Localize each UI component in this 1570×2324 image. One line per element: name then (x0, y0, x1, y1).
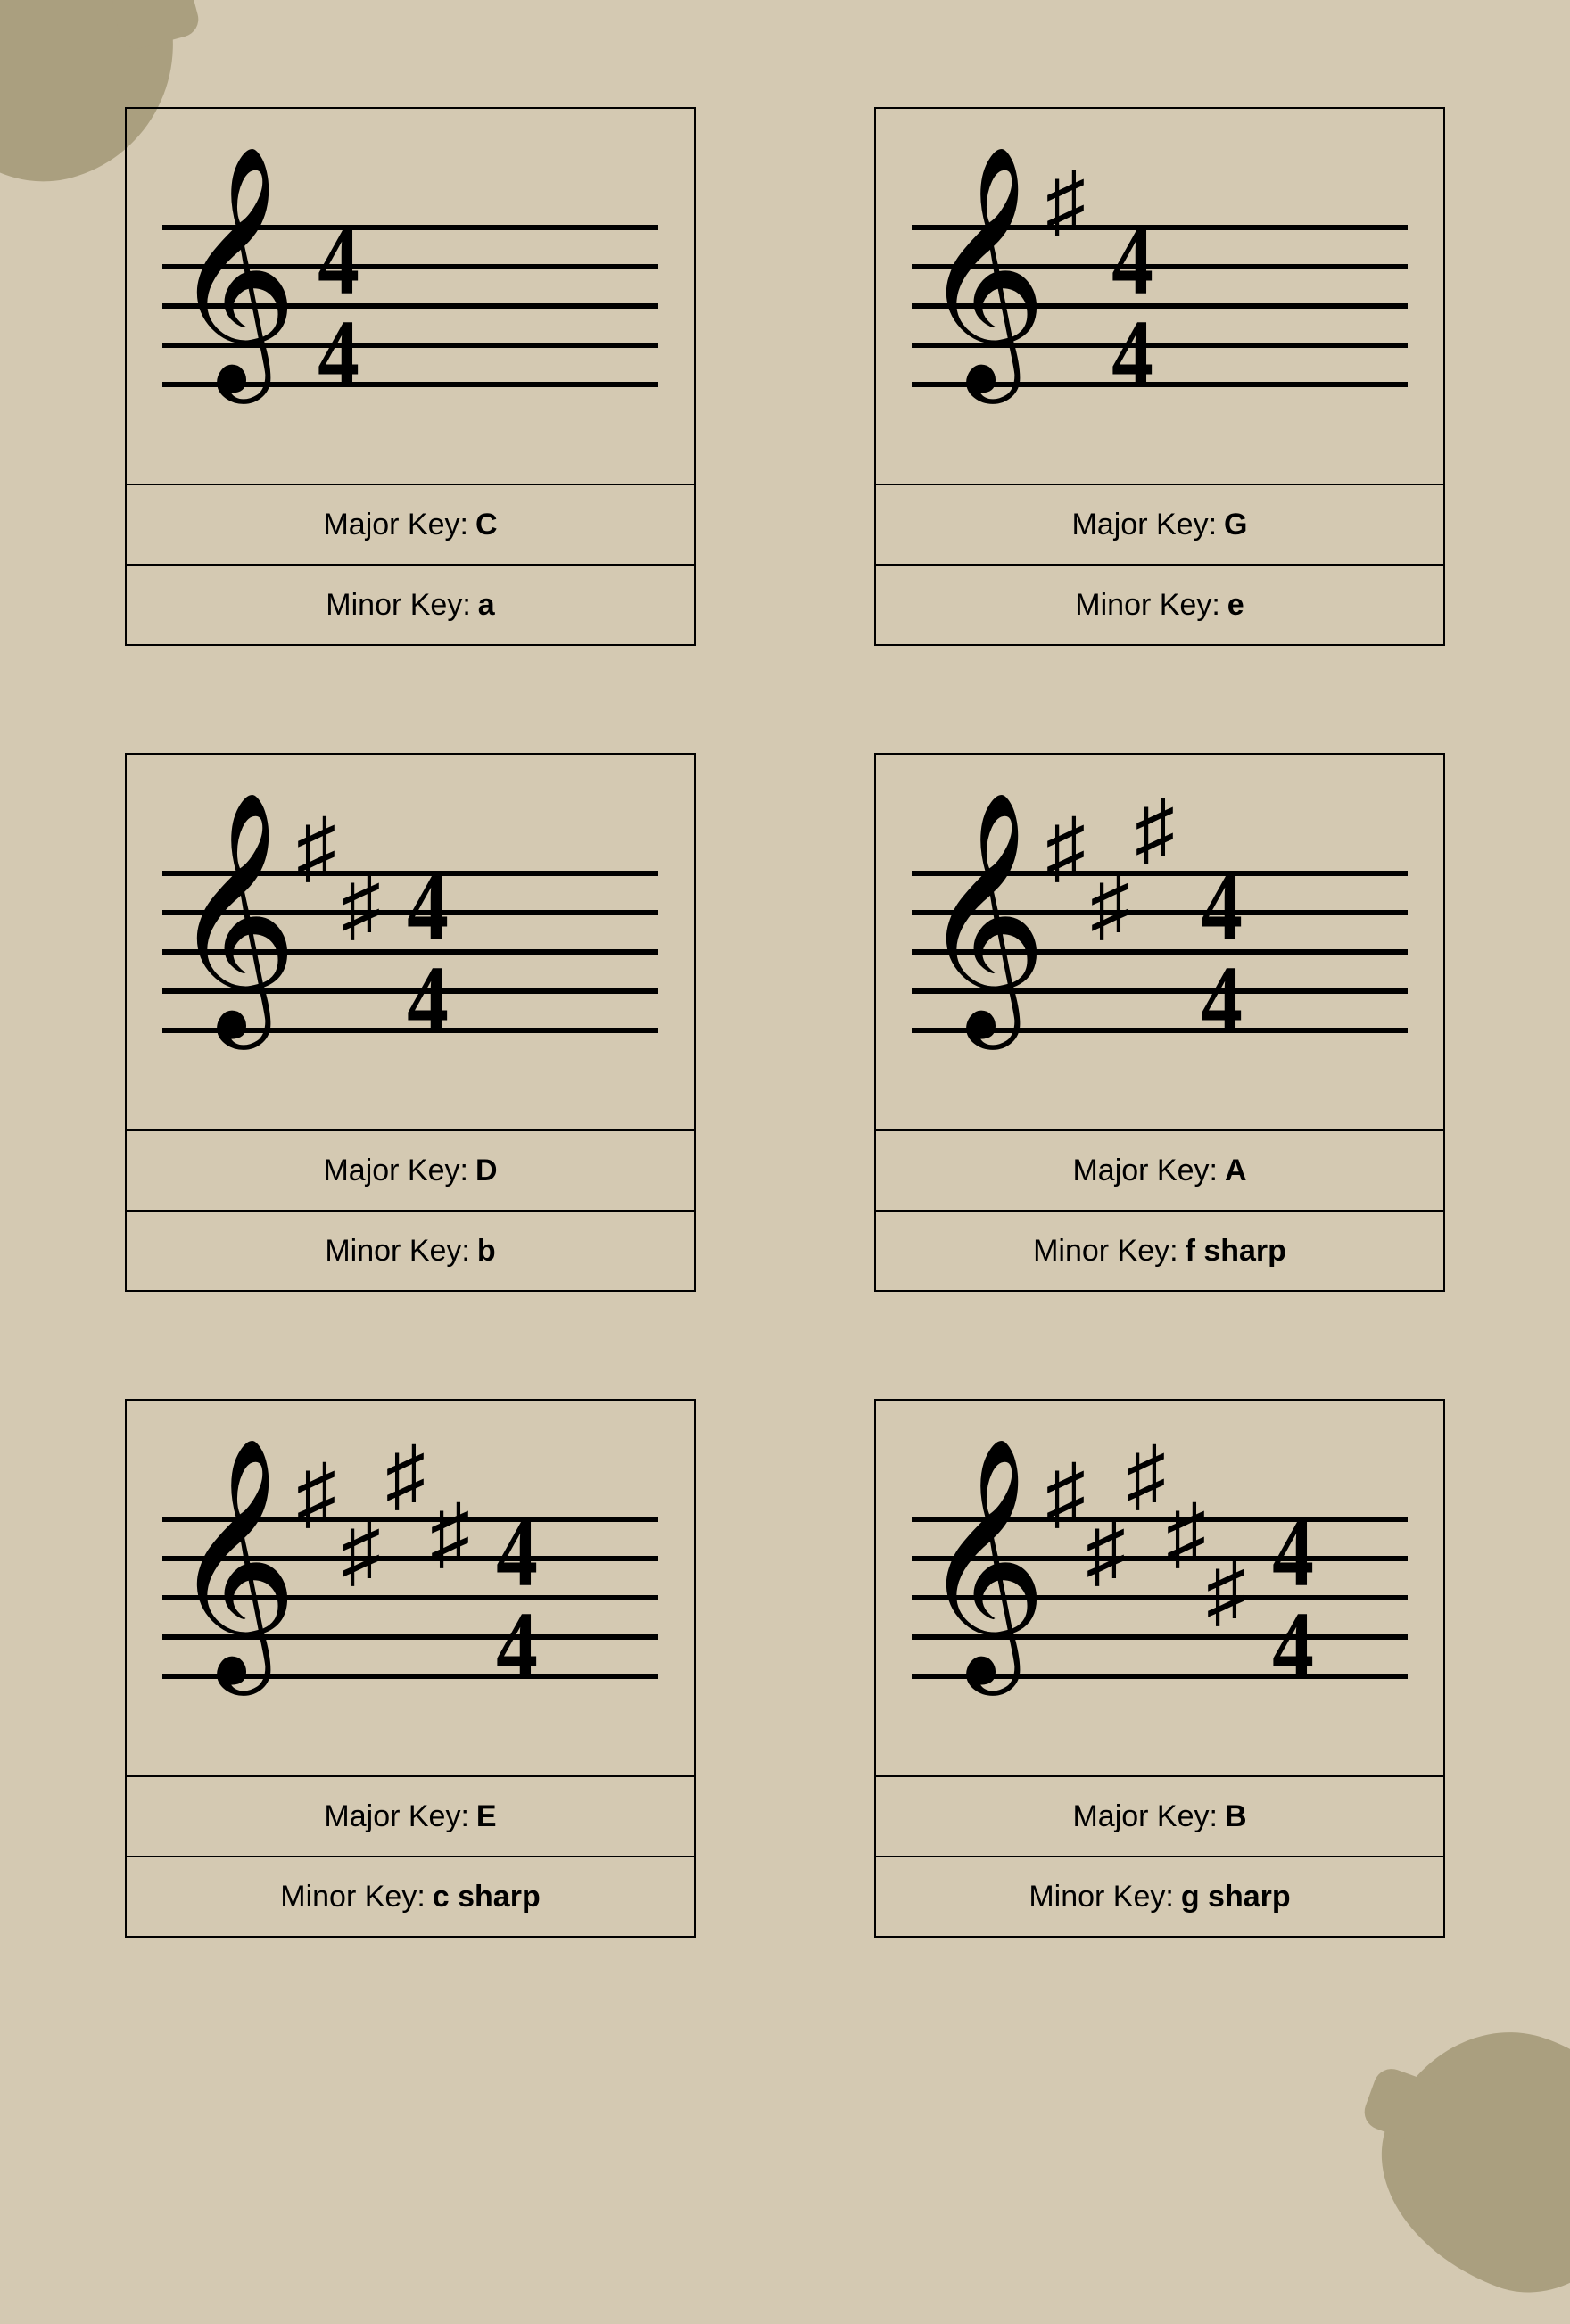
sharp-icon: ♯ (1045, 1454, 1086, 1534)
time-sig-bottom: 4 (496, 1600, 538, 1693)
time-sig-top: 4 (496, 1506, 538, 1600)
staff-box: 𝄞♯♯♯♯44 (127, 1401, 694, 1775)
time-sig-bottom: 4 (1201, 954, 1243, 1047)
time-signature: 44 (403, 860, 452, 1046)
minor-key-label: Minor Key: (280, 1880, 426, 1915)
minor-key-row: Minor Key:a (127, 564, 694, 644)
time-sig-bottom: 4 (1111, 308, 1153, 401)
time-signature: 44 (1108, 214, 1157, 401)
sharp-icon: ♯ (430, 1494, 470, 1575)
key-card: 𝄞♯44Major Key:GMinor Key:e (874, 107, 1445, 646)
minor-key-row: Minor Key:e (876, 564, 1443, 644)
key-signature-grid: 𝄞44Major Key:CMinor Key:a𝄞♯44Major Key:G… (125, 107, 1445, 1938)
time-sig-top: 4 (1201, 860, 1243, 954)
minor-key-label: Minor Key: (1033, 1234, 1178, 1269)
staff-box: 𝄞♯♯♯44 (876, 755, 1443, 1129)
time-sig-top: 4 (1111, 214, 1153, 308)
major-key-row: Major Key:C (127, 484, 694, 564)
treble-clef-icon: 𝄞 (171, 162, 298, 376)
treble-clef-icon: 𝄞 (171, 808, 298, 1022)
time-sig-bottom: 4 (318, 308, 359, 401)
key-card: 𝄞♯♯♯♯44Major Key:EMinor Key:c sharp (125, 1399, 696, 1938)
major-key-label: Major Key: (1072, 1799, 1218, 1834)
sharp-icon: ♯ (296, 808, 336, 889)
time-sig-bottom: 4 (1272, 1600, 1314, 1693)
major-key-value: G (1224, 508, 1247, 542)
treble-clef-icon: 𝄞 (921, 1454, 1047, 1668)
time-sig-top: 4 (407, 860, 449, 954)
staff-box: 𝄞♯♯44 (127, 755, 694, 1129)
minor-key-value: c sharp (433, 1880, 541, 1915)
staff-box: 𝄞♯♯♯♯♯44 (876, 1401, 1443, 1775)
minor-key-value: f sharp (1186, 1234, 1286, 1269)
treble-clef-icon: 𝄞 (171, 1454, 298, 1668)
minor-key-row: Minor Key:g sharp (876, 1856, 1443, 1936)
major-key-value: D (475, 1154, 498, 1188)
key-card: 𝄞♯♯44Major Key:DMinor Key:b (125, 753, 696, 1292)
major-key-label: Major Key: (1072, 508, 1218, 542)
staff-box: 𝄞44 (127, 109, 694, 484)
time-signature: 44 (1268, 1506, 1318, 1692)
major-key-row: Major Key:A (876, 1129, 1443, 1210)
treble-clef-icon: 𝄞 (921, 808, 1047, 1022)
sharp-icon: ♯ (1166, 1494, 1206, 1575)
major-key-row: Major Key:D (127, 1129, 694, 1210)
time-signature: 44 (1197, 860, 1246, 1046)
key-card: 𝄞♯♯♯44Major Key:AMinor Key:f sharp (874, 753, 1445, 1292)
sharp-icon: ♯ (1135, 790, 1175, 871)
minor-key-row: Minor Key:f sharp (876, 1210, 1443, 1290)
major-key-value: A (1225, 1154, 1247, 1188)
time-sig-top: 4 (318, 214, 359, 308)
sharp-icon: ♯ (1086, 1512, 1126, 1592)
sharp-icon: ♯ (385, 1436, 426, 1517)
minor-key-value: g sharp (1181, 1880, 1291, 1915)
minor-key-label: Minor Key: (1029, 1880, 1174, 1915)
treble-clef-icon: 𝄞 (921, 162, 1047, 376)
sharp-icon: ♯ (1126, 1436, 1166, 1517)
key-card: 𝄞♯♯♯♯♯44Major Key:BMinor Key:g sharp (874, 1399, 1445, 1938)
minor-key-value: a (478, 588, 495, 623)
major-key-label: Major Key: (323, 1154, 468, 1188)
major-key-label: Major Key: (324, 1799, 469, 1834)
major-key-value: C (475, 508, 498, 542)
minor-key-row: Minor Key:b (127, 1210, 694, 1290)
time-signature: 44 (314, 214, 363, 401)
staff-box: 𝄞♯ 44 (876, 109, 1443, 484)
time-sig-top: 4 (1272, 1506, 1314, 1600)
minor-key-label: Minor Key: (326, 588, 471, 623)
major-key-label: Major Key: (1072, 1154, 1218, 1188)
time-signature: 44 (492, 1506, 541, 1692)
minor-key-label: Minor Key: (325, 1234, 470, 1269)
minor-key-row: Minor Key:c sharp (127, 1856, 694, 1936)
sharp-icon: ♯ (1045, 808, 1086, 889)
major-key-value: E (476, 1799, 497, 1834)
sharp-icon: ♯ (1090, 866, 1130, 947)
sharp-icon: ♯ (341, 866, 381, 947)
minor-key-value: b (477, 1234, 496, 1269)
sharp-icon: ♯ (296, 1454, 336, 1534)
major-key-row: Major Key:B (876, 1775, 1443, 1856)
major-key-row: Major Key:G (876, 484, 1443, 564)
time-sig-bottom: 4 (407, 954, 449, 1047)
sharp-icon: ♯ (1045, 162, 1086, 243)
major-key-label: Major Key: (323, 508, 468, 542)
key-card: 𝄞44Major Key:CMinor Key:a (125, 107, 696, 646)
decorative-blob-bottom-right (1348, 1997, 1570, 2324)
major-key-value: B (1225, 1799, 1247, 1834)
sharp-icon: ♯ (1206, 1552, 1246, 1633)
major-key-row: Major Key:E (127, 1775, 694, 1856)
minor-key-label: Minor Key: (1075, 588, 1220, 623)
sharp-icon: ♯ (341, 1512, 381, 1592)
minor-key-value: e (1227, 588, 1244, 623)
